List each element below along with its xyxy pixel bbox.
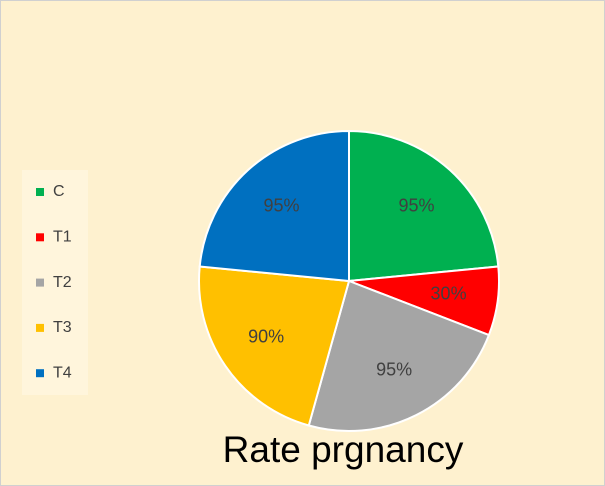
data-label: 95% — [263, 195, 299, 215]
legend-box — [22, 170, 88, 395]
legend-marker — [36, 369, 44, 378]
data-label: 30% — [431, 283, 467, 303]
pie-slice — [198, 129, 350, 283]
legend-label: T1 — [53, 229, 72, 246]
pie-slice — [348, 129, 500, 283]
pie-slice — [198, 265, 351, 427]
legend-marker — [36, 278, 44, 287]
legend-label: C — [53, 183, 65, 200]
pie-slice — [307, 279, 491, 432]
data-label: 95% — [399, 195, 435, 215]
legend-label: T3 — [53, 319, 72, 336]
legend-marker — [36, 233, 44, 242]
legend-label: T4 — [53, 364, 72, 381]
data-label: 95% — [376, 360, 412, 380]
legend-marker — [36, 323, 44, 332]
legend-marker — [36, 188, 44, 196]
legend-label: T2 — [53, 274, 72, 291]
chart-title: Rate prgnancy — [223, 429, 464, 470]
data-label: 90% — [248, 327, 284, 347]
